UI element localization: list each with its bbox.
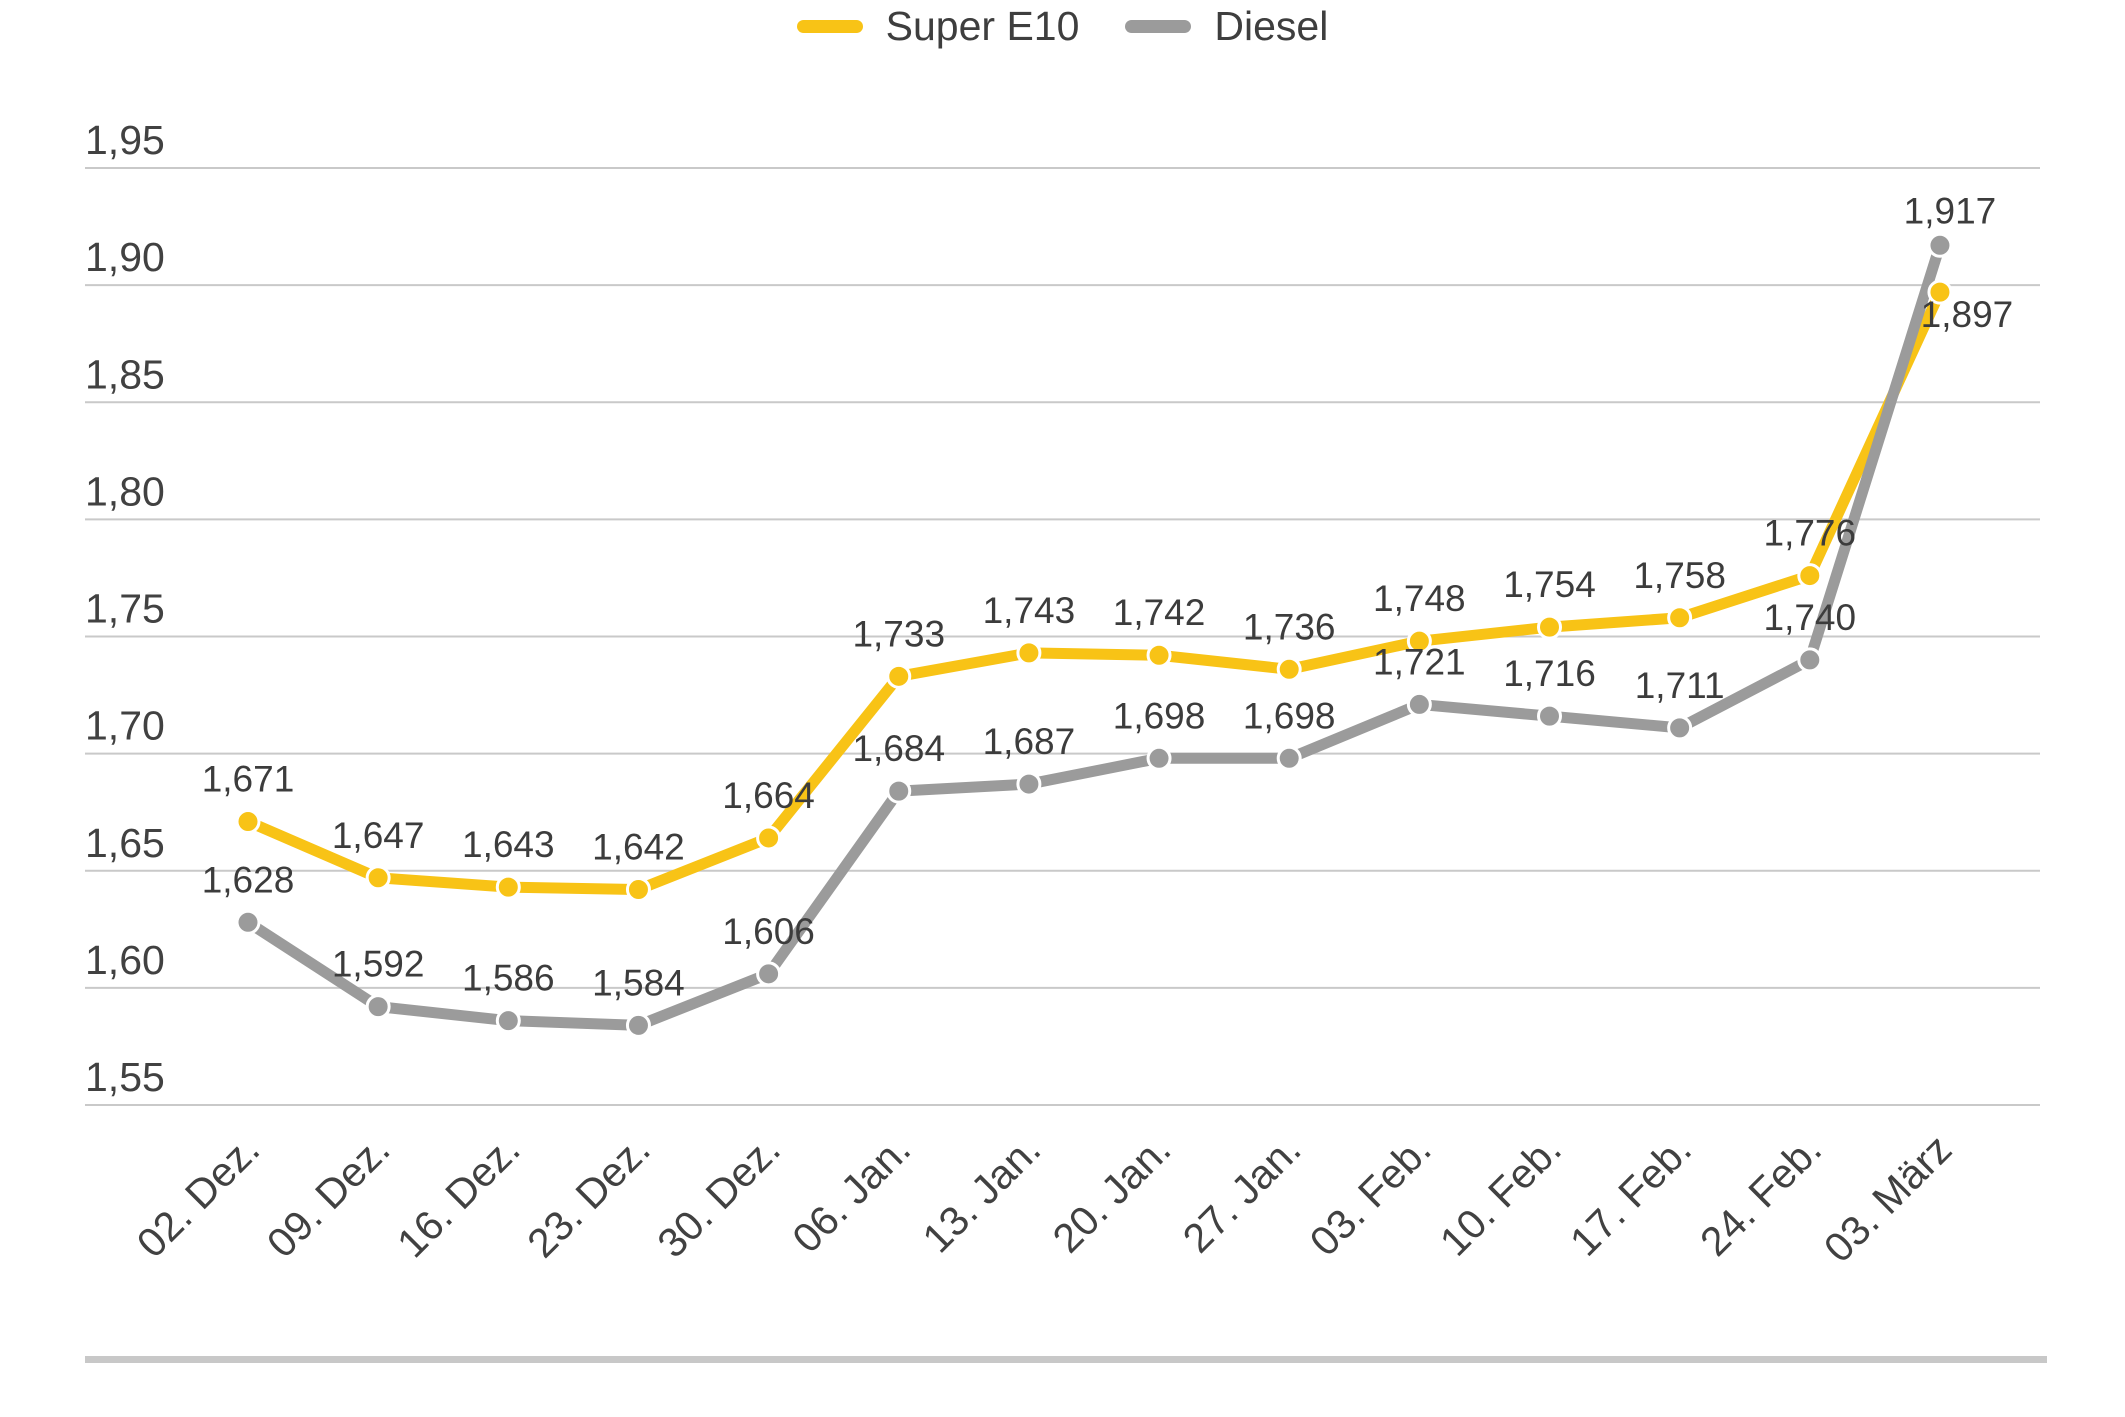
x-axis-label: 10. Feb. (1431, 1126, 1570, 1265)
data-point-diesel (1667, 715, 1693, 741)
data-point-super-e10 (495, 874, 521, 900)
data-label-diesel: 1,917 (1904, 190, 1997, 231)
data-label-diesel: 1,606 (722, 911, 815, 952)
data-label-diesel: 1,584 (592, 962, 685, 1003)
data-point-super-e10 (1667, 605, 1693, 631)
data-label-diesel: 1,716 (1503, 653, 1596, 694)
x-axis-label: 24. Feb. (1691, 1126, 1830, 1265)
legend-swatch-diesel-icon (1125, 20, 1192, 34)
data-label-super-e10: 1,643 (462, 824, 555, 865)
series-line-super-e10 (242, 286, 1946, 895)
data-point-diesel (235, 909, 261, 935)
data-label-diesel: 1,592 (332, 944, 425, 985)
data-label-diesel: 1,684 (852, 728, 945, 769)
data-label-super-e10: 1,743 (983, 590, 1076, 631)
data-point-super-e10 (1016, 640, 1042, 666)
data-point-diesel (495, 1008, 521, 1034)
legend-item-super-e10: Super E10 (796, 3, 1080, 49)
data-label-super-e10: 1,897 (1921, 294, 2014, 335)
x-axis-label: 03. März (1815, 1126, 1960, 1271)
y-axis-label: 1,85 (85, 351, 165, 397)
data-point-super-e10 (1406, 628, 1432, 654)
data-label-diesel: 1,721 (1373, 641, 1466, 682)
series-line-diesel (242, 239, 1946, 1031)
data-point-super-e10 (1146, 642, 1172, 668)
data-point-super-e10 (756, 825, 782, 851)
x-axis-label: 30. Dez. (648, 1126, 789, 1267)
data-label-super-e10: 1,742 (1113, 592, 1206, 633)
data-point-diesel (1276, 745, 1302, 771)
x-axis-label: 20. Jan. (1044, 1126, 1180, 1262)
x-axis-label: 13. Jan. (914, 1126, 1050, 1262)
x-axis-label: 27. Jan. (1174, 1126, 1310, 1262)
data-label-diesel: 1,740 (1764, 597, 1857, 638)
x-axis-label: 06. Jan. (783, 1126, 919, 1262)
data-point-diesel (1146, 745, 1172, 771)
data-point-diesel (756, 961, 782, 987)
x-axis-label: 09. Dez. (258, 1126, 399, 1267)
x-axis-label: 16. Dez. (388, 1126, 529, 1267)
data-label-diesel: 1,711 (1635, 665, 1725, 706)
data-point-super-e10 (365, 865, 391, 891)
data-point-super-e10 (1276, 656, 1302, 682)
y-axis-label: 1,55 (85, 1054, 165, 1100)
y-axis-label: 1,90 (85, 234, 165, 280)
data-label-super-e10: 1,733 (852, 613, 945, 654)
bottom-divider (85, 1356, 2047, 1363)
data-point-diesel (1016, 771, 1042, 797)
y-axis-label: 1,65 (85, 820, 165, 866)
y-axis-label: 1,70 (85, 703, 165, 749)
data-point-super-e10 (1797, 563, 1823, 589)
x-axis-label: 03. Feb. (1301, 1126, 1440, 1265)
data-point-diesel (365, 994, 391, 1020)
legend-label-super-e10: Super E10 (885, 3, 1080, 49)
x-axis-label: 02. Dez. (128, 1126, 269, 1267)
data-point-super-e10 (235, 809, 261, 835)
data-point-diesel (1797, 647, 1823, 673)
data-point-super-e10 (886, 663, 912, 689)
legend-item-diesel: Diesel (1125, 3, 1329, 49)
legend-swatch-super-e10-icon (796, 20, 863, 34)
y-axis-label: 1,75 (85, 586, 165, 632)
data-point-diesel (1927, 232, 1953, 258)
data-point-diesel (886, 778, 912, 804)
data-label-super-e10: 1,736 (1243, 606, 1336, 647)
data-label-super-e10: 1,664 (722, 775, 815, 816)
data-label-diesel: 1,698 (1243, 695, 1336, 736)
data-label-super-e10: 1,647 (332, 815, 425, 856)
data-label-diesel: 1,586 (462, 958, 555, 999)
data-label-super-e10: 1,748 (1373, 578, 1466, 619)
data-label-diesel: 1,628 (202, 859, 295, 900)
data-label-super-e10: 1,754 (1503, 564, 1596, 605)
data-point-diesel (1406, 691, 1432, 717)
data-label-diesel: 1,687 (983, 721, 1076, 762)
x-axis-label: 23. Dez. (518, 1126, 659, 1267)
data-label-super-e10: 1,758 (1633, 555, 1726, 596)
y-axis-label: 1,60 (85, 937, 165, 983)
data-label-super-e10: 1,671 (202, 759, 295, 800)
data-point-diesel (1537, 703, 1562, 729)
data-label-diesel: 1,698 (1113, 695, 1206, 736)
y-axis-label: 1,80 (85, 468, 165, 514)
data-point-super-e10 (625, 876, 651, 902)
chart-legend: Super E10 Diesel (0, 3, 2125, 49)
legend-label-diesel: Diesel (1214, 3, 1329, 49)
data-point-super-e10 (1927, 279, 1953, 305)
data-label-super-e10: 1,642 (592, 826, 685, 867)
data-label-super-e10: 1,776 (1764, 513, 1857, 554)
data-point-super-e10 (1537, 614, 1562, 640)
y-axis-label: 1,95 (85, 117, 165, 163)
data-point-diesel (625, 1012, 651, 1038)
x-axis-label: 17. Feb. (1561, 1126, 1700, 1265)
